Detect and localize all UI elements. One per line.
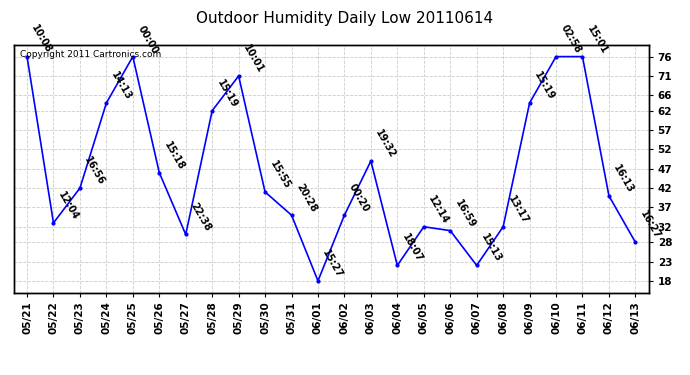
Text: 16:27: 16:27	[638, 209, 662, 241]
Text: 22:38: 22:38	[188, 201, 213, 233]
Text: 20:28: 20:28	[294, 182, 318, 214]
Text: 19:32: 19:32	[373, 128, 397, 160]
Text: 18:07: 18:07	[400, 232, 424, 264]
Text: 12:04: 12:04	[56, 190, 80, 222]
Text: 00:20: 00:20	[347, 182, 371, 214]
Text: 15:55: 15:55	[268, 159, 292, 191]
Text: 16:59: 16:59	[453, 198, 477, 230]
Text: 10:01: 10:01	[241, 43, 266, 75]
Text: 15:27: 15:27	[321, 248, 345, 280]
Text: 10:08: 10:08	[30, 24, 54, 56]
Text: 16:56: 16:56	[83, 155, 107, 187]
Text: Outdoor Humidity Daily Low 20110614: Outdoor Humidity Daily Low 20110614	[197, 11, 493, 26]
Text: 15:01: 15:01	[585, 24, 609, 56]
Text: 15:19: 15:19	[215, 78, 239, 110]
Text: 02:58: 02:58	[559, 24, 583, 56]
Text: 15:13: 15:13	[480, 232, 504, 264]
Text: 00:00: 00:00	[135, 24, 159, 56]
Text: Copyright 2011 Cartronics.com: Copyright 2011 Cartronics.com	[20, 50, 161, 59]
Text: 15:19: 15:19	[532, 70, 556, 102]
Text: 13:17: 13:17	[506, 194, 530, 226]
Text: 15:18: 15:18	[162, 140, 186, 171]
Text: 12:14: 12:14	[426, 194, 451, 226]
Text: 14:13: 14:13	[109, 70, 133, 102]
Text: 16:13: 16:13	[611, 163, 635, 195]
